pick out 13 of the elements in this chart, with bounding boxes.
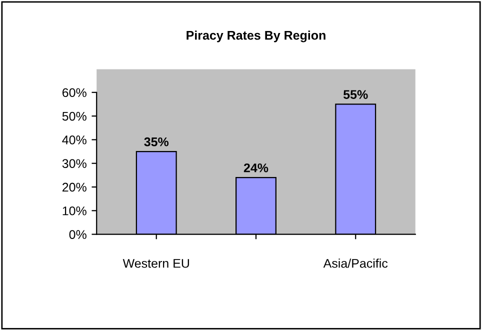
x-tick-label: Asia/Pacific	[323, 258, 388, 268]
y-tick-label: 10%	[62, 206, 86, 216]
y-tick-label: 0%	[69, 230, 86, 239]
x-tick-label: Western EU	[122, 259, 189, 268]
y-tick-label: 20%	[62, 182, 86, 192]
y-tick-label: 50%	[62, 112, 86, 121]
data-label: 35%	[144, 137, 169, 146]
data-label: 55%	[343, 90, 368, 99]
y-tick-label: 40%	[62, 136, 86, 144]
chart-title: Piracy Rates By Region	[186, 30, 326, 42]
data-label: 24%	[244, 163, 268, 172]
y-tick-label: 60%	[62, 88, 86, 98]
y-tick-label: 30%	[62, 159, 86, 168]
